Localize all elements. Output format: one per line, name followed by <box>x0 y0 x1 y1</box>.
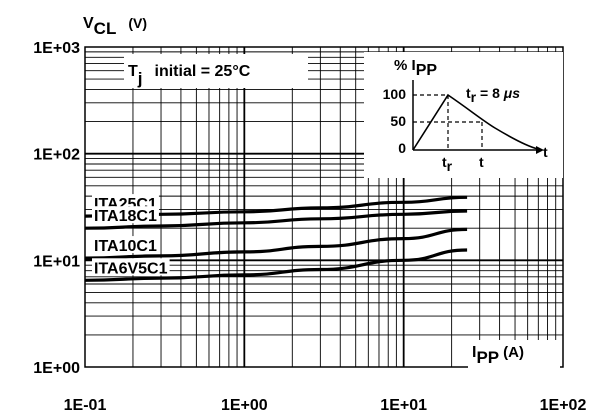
inset-x-mark-tr: tr <box>442 154 453 174</box>
pulse-waveform-inset: % IPP 100 50 0 t tr = 8 μs tr t <box>364 52 563 178</box>
series-label-ita10c1: ITA10C1 <box>94 238 157 255</box>
x-tick-label: 1E-01 <box>64 397 107 414</box>
inset-x-mark-tr-sub: r <box>447 158 453 174</box>
y-tick-labels: 1E+00 1E+01 1E+02 1E+03 <box>33 40 80 377</box>
annotation-rest: initial = 25°C <box>155 63 251 80</box>
series-curve-ita10c1 <box>84 227 468 260</box>
inset-tr-unit: μs <box>503 85 520 101</box>
y-tick-label: 1E+00 <box>33 360 80 377</box>
inset-y-label-main: % I <box>394 57 416 74</box>
series-curve-ita18c1 <box>84 209 468 230</box>
y-tick-label: 1E+03 <box>33 40 80 57</box>
y-axis-label-sub: CL <box>94 19 117 38</box>
annotation-box <box>124 54 308 88</box>
plot-frame <box>84 46 564 368</box>
x-axis-label-box <box>468 340 560 368</box>
inset-tick-50: 50 <box>390 113 406 129</box>
series-label-ita6v5c1: ITA6V5C1 <box>94 260 168 277</box>
x-axis-label-sub: PP <box>476 348 499 367</box>
inset-x-axis-arrow <box>536 146 544 154</box>
y-axis-label-main: V <box>83 15 94 32</box>
inset-tr-label: tr = 8 μs <box>466 85 520 105</box>
inset-tick-100: 100 <box>383 86 407 102</box>
inset-tr-sub: r <box>471 89 477 105</box>
x-tick-label: 1E+02 <box>540 397 587 414</box>
annotation-sub: j <box>137 69 143 88</box>
y-axis-label-unit: (V) <box>128 15 147 31</box>
series-label-ita18c1: ITA18C1 <box>94 208 157 225</box>
x-axis-label-main: I <box>472 344 476 361</box>
x-tick-labels: 1E-01 1E+00 1E+01 1E+02 <box>64 397 587 414</box>
series-label-bg <box>92 236 159 254</box>
y-tick-label: 1E+02 <box>33 147 80 164</box>
annotation-main: T <box>128 63 138 80</box>
inset-tick-0: 0 <box>398 140 406 156</box>
x-axis-label: IPP (A) <box>472 344 524 367</box>
x-axis-label-unit: (A) <box>503 344 524 361</box>
y-tick-label: 1E+01 <box>33 253 80 270</box>
series-curve-ita6v5c1 <box>84 248 468 282</box>
inset-x-mark-t: t <box>479 154 484 170</box>
inset-background <box>364 52 563 178</box>
inset-y-label-sub: PP <box>416 62 438 79</box>
inset-waveform <box>412 93 539 151</box>
inset-x-axis-label: t <box>543 144 548 160</box>
x-tick-label: 1E+00 <box>221 397 268 414</box>
series-label-bg <box>92 206 159 224</box>
inset-y-label: % IPP <box>394 57 437 79</box>
inset-x-mark-tr-main: t <box>442 154 447 170</box>
series-label-bg <box>92 258 170 276</box>
annotation-text: Tj initial = 25°C <box>128 63 251 88</box>
inset-tr-rest: = 8 <box>476 85 504 101</box>
inset-tr-main: t <box>466 85 471 101</box>
x-tick-label: 1E+01 <box>380 397 427 414</box>
y-axis-label: VCL (V) <box>83 15 147 38</box>
